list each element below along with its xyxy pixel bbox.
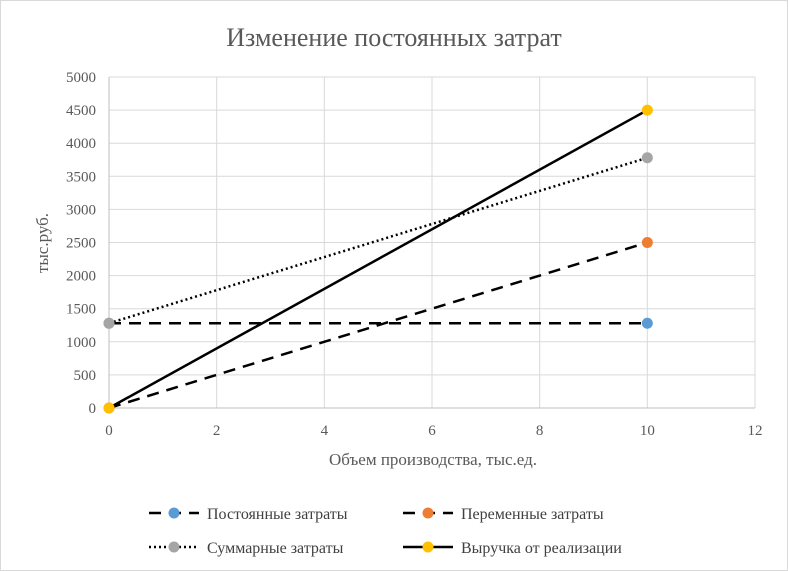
legend-label: Переменные затраты bbox=[461, 506, 604, 523]
x-tick-label: 0 bbox=[105, 423, 113, 439]
y-tick-label: 1000 bbox=[66, 335, 96, 351]
data-point bbox=[641, 152, 653, 164]
legend-label: Выручка от реализации bbox=[461, 540, 622, 557]
data-point bbox=[103, 402, 115, 414]
series-line bbox=[108, 241, 648, 410]
y-tick-label: 2500 bbox=[66, 236, 96, 252]
y-tick-label: 4500 bbox=[66, 103, 96, 119]
y-tick-label: 0 bbox=[89, 401, 97, 417]
x-tick-label: 10 bbox=[640, 423, 655, 439]
y-tick-label: 3500 bbox=[66, 169, 96, 185]
legend-marker bbox=[422, 541, 434, 553]
x-axis-title: Объем производства, тыс.ед. bbox=[329, 450, 537, 469]
chart-title: Изменение постоянных затрат bbox=[226, 23, 561, 52]
y-tick-label: 5000 bbox=[66, 70, 96, 86]
y-tick-label: 2000 bbox=[66, 269, 96, 285]
legend: Постоянные затраты Переменные затраты Сумм… bbox=[149, 506, 622, 557]
y-tick-label: 3000 bbox=[66, 202, 96, 218]
x-tick-label: 4 bbox=[321, 423, 329, 439]
legend-label: Суммарные затраты bbox=[207, 540, 344, 557]
series-layer bbox=[103, 104, 653, 414]
data-point bbox=[641, 237, 653, 248]
data-point bbox=[641, 104, 653, 116]
y-axis-title: тыс.руб. bbox=[33, 213, 52, 273]
x-tick-label: 2 bbox=[213, 423, 221, 439]
x-tick-label: 8 bbox=[536, 423, 544, 439]
legend-marker bbox=[422, 507, 434, 519]
y-tick-label: 500 bbox=[74, 368, 97, 384]
grid-lines bbox=[109, 76, 756, 408]
series-line bbox=[108, 109, 648, 410]
data-point bbox=[641, 317, 653, 329]
series-line bbox=[108, 156, 648, 325]
x-tick-label: 6 bbox=[428, 423, 436, 439]
axes: 0 500 1000 1500 2000 2500 3000 3500 4000 4500 5000… bbox=[66, 70, 763, 439]
x-tick-label: 12 bbox=[748, 423, 763, 439]
legend-marker bbox=[168, 507, 180, 519]
legend-label: Постоянные затраты bbox=[207, 506, 348, 523]
y-tick-label: 4000 bbox=[66, 136, 96, 152]
legend-marker bbox=[168, 541, 180, 553]
y-tick-label: 1500 bbox=[66, 302, 96, 318]
data-point bbox=[103, 317, 115, 329]
